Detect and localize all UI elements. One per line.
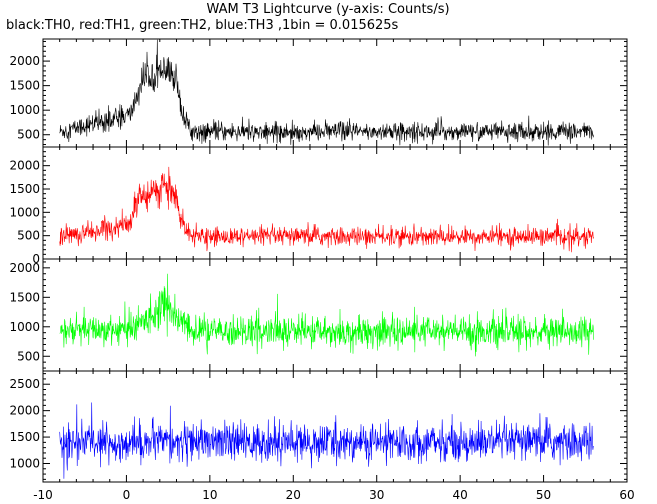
y-tick-label: 500 bbox=[17, 349, 40, 363]
panel-th1: 0 500 1000 1500 2000 bbox=[9, 146, 628, 266]
y-tick-label: 0 bbox=[32, 252, 40, 266]
y-tick-label: 1000 bbox=[9, 320, 40, 334]
y-tick-label: 2000 bbox=[9, 54, 40, 68]
y-tick-label: 2000 bbox=[9, 159, 40, 173]
panel-frame bbox=[42, 258, 628, 372]
y-tick-label: 1500 bbox=[9, 290, 40, 304]
x-tick-label: 50 bbox=[536, 488, 551, 502]
y-tick-label: 500 bbox=[17, 229, 40, 243]
x-tick-label: 30 bbox=[369, 488, 384, 502]
x-tick-label: 40 bbox=[453, 488, 468, 502]
panel-th2: 500 1000 1500 2000 bbox=[9, 258, 628, 372]
y-tick-label: 1500 bbox=[9, 79, 40, 93]
x-tick-label: 10 bbox=[202, 488, 217, 502]
y-tick-label: 1000 bbox=[9, 205, 40, 219]
panel-th3: 1000 1500 2000 2500 bbox=[9, 370, 628, 483]
panel-th0: 500 1000 1500 2000 bbox=[9, 38, 628, 148]
y-tick-label: 2000 bbox=[9, 261, 40, 275]
y-tick-label: 2000 bbox=[9, 404, 40, 418]
y-tick-label: 1500 bbox=[9, 430, 40, 444]
x-tick-label: 20 bbox=[286, 488, 301, 502]
chart-title: WAM T3 Lightcurve (y-axis: Counts/s) bbox=[206, 2, 449, 17]
x-tick-label: -10 bbox=[33, 488, 53, 502]
series-th1 bbox=[59, 166, 594, 253]
y-tick-label: 2500 bbox=[9, 377, 40, 391]
panels-group: 5001000150020000500100015002000500100015… bbox=[9, 38, 635, 502]
x-tick-label: 60 bbox=[619, 488, 634, 502]
y-tick-label: 1500 bbox=[9, 182, 40, 196]
series-th3 bbox=[59, 402, 594, 479]
y-tick-label: 500 bbox=[17, 128, 40, 142]
series-th0 bbox=[59, 39, 594, 146]
chart-subtitle: black:TH0, red:TH1, green:TH2, blue:TH3 … bbox=[6, 18, 399, 33]
y-tick-label: 1000 bbox=[9, 103, 40, 117]
y-tick-label: 1000 bbox=[9, 457, 40, 471]
x-tick-label: 0 bbox=[123, 488, 131, 502]
series-th2 bbox=[59, 273, 594, 357]
